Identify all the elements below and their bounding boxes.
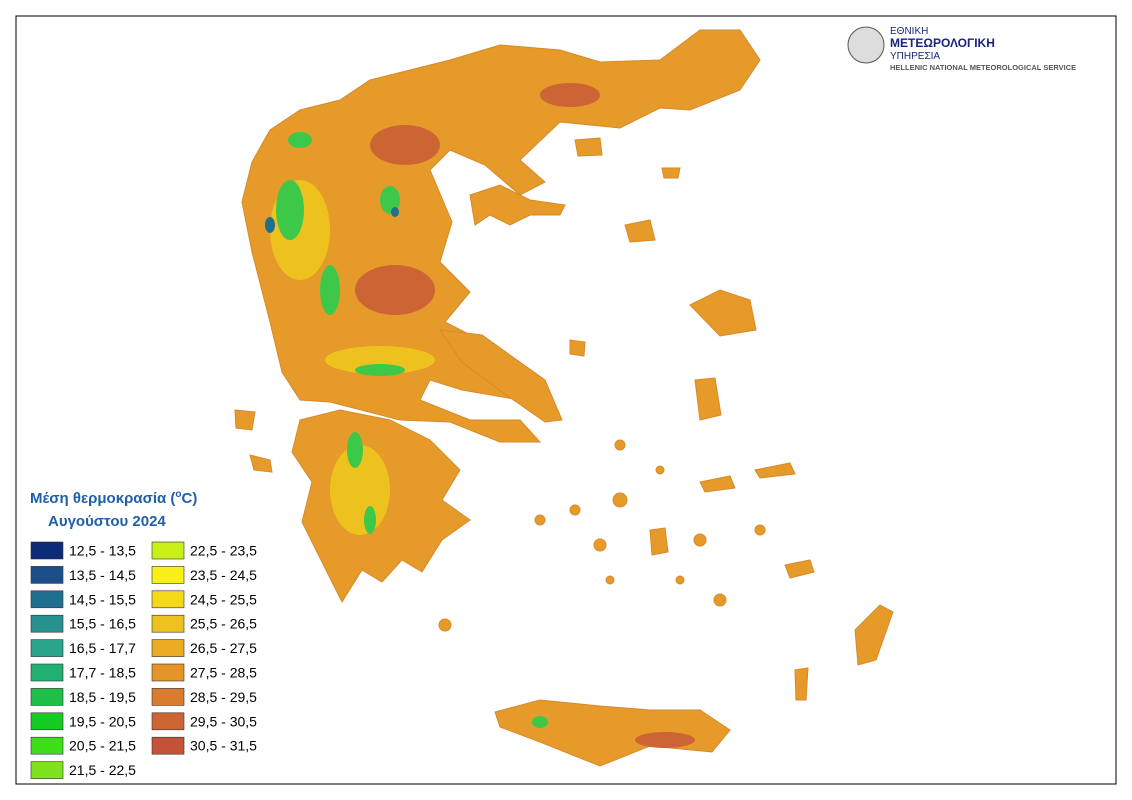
legend-swatch (151, 566, 185, 584)
logo-text: ΕΘΝΙΚΗ (890, 26, 928, 37)
legend-label: 14,5 - 15,5 (69, 591, 136, 607)
legend-swatch (151, 736, 185, 755)
legend-swatch (30, 590, 64, 609)
legend-swatch (151, 688, 185, 706)
legend-label: 23,5 - 24,5 (190, 567, 257, 583)
legend-label: 20,5 - 21,5 (69, 738, 136, 754)
legend-title: Αυγούστου 2024 (48, 513, 166, 530)
legend-swatch (151, 614, 185, 633)
legend-swatch (151, 712, 185, 731)
legend-swatch (30, 541, 64, 560)
logo: ΕΘΝΙΚΗ ΜΕΤΕΩΡΟΛΟΓΙΚΗ ΥΠΗΡΕΣΙΑ HELLENIC N… (847, 26, 1076, 72)
legend-swatch (30, 663, 64, 682)
legend-swatch (30, 688, 64, 706)
logo-emblem (847, 26, 885, 64)
greece-map (234, 29, 894, 767)
legend-label: 12,5 - 13,5 (69, 543, 136, 559)
logo-text: ΥΠΗΡΕΣΙΑ (890, 51, 940, 62)
legend-label: 22,5 - 23,5 (190, 543, 257, 559)
legend-label: 26,5 - 27,5 (190, 640, 257, 656)
legend: Μέση θερμοκρασία (oC) Αυγούστου 2024 12,… (30, 489, 257, 779)
legend-swatch (151, 590, 185, 609)
legend-label: 21,5 - 22,5 (69, 762, 136, 778)
legend-title-sup: o (175, 489, 181, 500)
legend-label: 19,5 - 20,5 (69, 713, 136, 729)
legend-swatch (151, 663, 185, 682)
legend-swatch (30, 712, 64, 731)
legend-label: 28,5 - 29,5 (190, 689, 257, 705)
legend-label: 13,5 - 14,5 (69, 567, 136, 583)
legend-swatch (30, 736, 64, 755)
legend-swatch (30, 566, 64, 584)
legend-title-text: C) (182, 490, 198, 507)
legend-label: 17,7 - 18,5 (69, 665, 136, 681)
legend-swatch (30, 761, 64, 779)
legend-label: 18,5 - 19,5 (69, 689, 136, 705)
legend-label: 16,5 - 17,7 (69, 640, 136, 656)
legend-label: 25,5 - 26,5 (190, 616, 257, 632)
logo-text: ΜΕΤΕΩΡΟΛΟΓΙΚΗ (890, 36, 995, 50)
legend-title: Μέση θερμοκρασία (oC) (30, 489, 197, 507)
legend-label: 27,5 - 28,5 (190, 665, 257, 681)
legend-label: 24,5 - 25,5 (190, 591, 257, 607)
legend-label: 15,5 - 16,5 (69, 616, 136, 632)
legend-label: 29,5 - 30,5 (190, 713, 257, 729)
frame (15, 15, 1117, 785)
legend-swatch (151, 639, 185, 657)
legend-swatch (151, 541, 185, 560)
legend-label: 30,5 - 31,5 (190, 738, 257, 754)
legend-title-text: Μέση θερμοκρασία ( (30, 490, 175, 507)
legend-swatch (30, 614, 64, 633)
legend-swatch (30, 639, 64, 657)
logo-text: HELLENIC NATIONAL METEOROLOGICAL SERVICE (890, 63, 1076, 72)
